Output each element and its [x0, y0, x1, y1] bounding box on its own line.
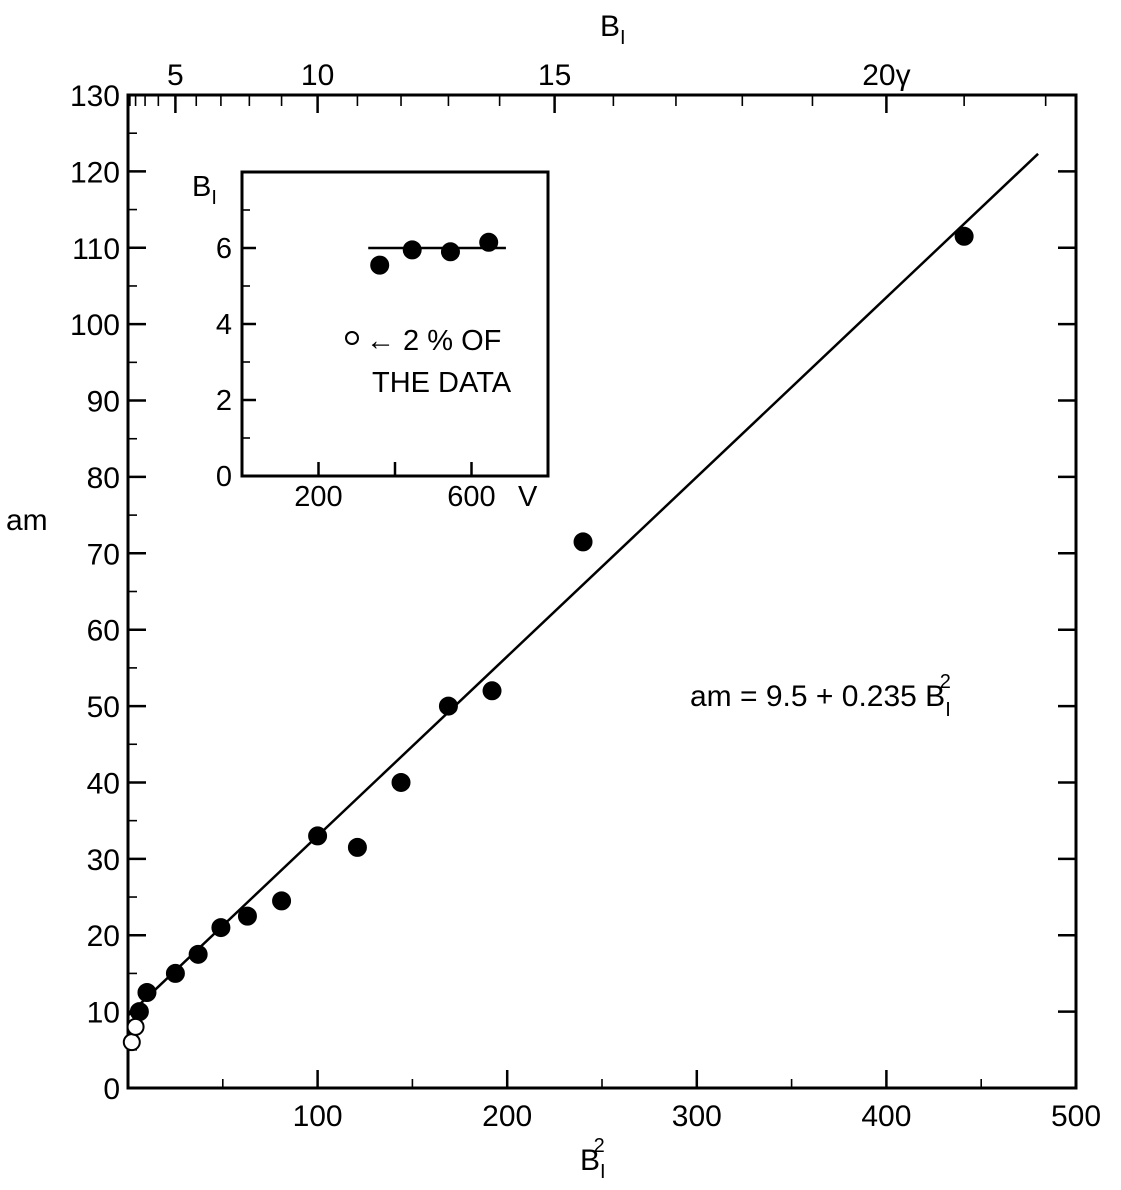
main-points-group [122, 226, 974, 1052]
inset-x-tick-label: 600 [447, 481, 495, 513]
x-tick-label: 500 [1051, 1100, 1101, 1133]
inset-y-axis-label: BI [192, 171, 217, 209]
fit-line [127, 152, 1039, 1017]
inset-note-line2: THE DATA [372, 367, 512, 399]
top-tick-label: 10 [301, 59, 334, 92]
fit-equation-text: am = 9.5 + 0.235 B [690, 680, 945, 713]
fit-equation-sub: I [945, 699, 951, 721]
y-tick-label: 120 [70, 156, 120, 189]
data-point [237, 906, 257, 926]
top-tick-label: 5 [167, 59, 184, 92]
top-axis-label-sub: I [620, 27, 626, 49]
inset-y-label-sub: I [211, 187, 217, 209]
top-tick-label: 15 [538, 59, 571, 92]
inset-y-tick-label: 4 [216, 309, 232, 341]
x-tick-label: 200 [482, 1100, 532, 1133]
data-point [347, 837, 367, 857]
x-axis-label-sup: 2 [594, 1135, 605, 1157]
inset-y-tick-label: 6 [216, 233, 232, 265]
inset-y-tick-label: 2 [216, 385, 232, 417]
y-tick-label: 40 [87, 767, 120, 800]
x-tick-label: 300 [672, 1100, 722, 1133]
y-tick-label: 110 [72, 233, 120, 266]
y-tick-label: 20 [87, 920, 120, 953]
inset-note-line1: ← 2 % OF [366, 325, 501, 357]
x-axis-label-base: B [580, 1144, 600, 1177]
inset-y-label-base: B [192, 171, 211, 203]
y-axis-label: am [6, 504, 48, 537]
data-point [954, 226, 974, 246]
data-point [129, 1002, 149, 1022]
top-axis-label-base: B [600, 10, 620, 43]
x-tick-label: 100 [293, 1100, 343, 1133]
y-tick-label: 60 [87, 615, 120, 648]
top-axis-label: BI [600, 10, 626, 49]
x-axis-label-sub: I [600, 1161, 606, 1183]
top-tick-label: 20γ [862, 59, 910, 92]
data-point [137, 983, 157, 1003]
inset-legend-open-marker [345, 331, 359, 345]
main-plot-frame [126, 93, 1078, 1090]
data-point [482, 681, 502, 701]
data-point-open [122, 1033, 141, 1052]
inset-x-tick-label: 200 [294, 481, 342, 513]
y-tick-label: 100 [70, 309, 120, 342]
data-point [391, 772, 411, 792]
y-tick-label: 90 [87, 386, 120, 419]
data-point [438, 696, 458, 716]
x-axis-label: BI 2 [580, 1135, 606, 1183]
data-point [308, 826, 328, 846]
fit-line-group [127, 152, 1039, 1017]
y-tick-label: 130 [70, 80, 120, 113]
inset-data-point [440, 242, 460, 262]
data-point [211, 918, 231, 938]
data-point [272, 891, 292, 911]
x-tick-label: 400 [861, 1100, 911, 1133]
inset-y-tick-label: 0 [216, 461, 232, 493]
data-point [573, 532, 593, 552]
y-tick-label: 10 [87, 997, 120, 1030]
inset-x-axis-label: V [518, 481, 538, 513]
y-tick-label: 30 [87, 844, 120, 877]
data-point [188, 944, 208, 964]
data-point-open [126, 1017, 145, 1036]
y-tick-label: 50 [87, 691, 120, 724]
inset-data-point [370, 255, 390, 275]
inset-data-point [402, 240, 422, 260]
data-point [165, 963, 185, 983]
y-tick-label: 80 [87, 462, 120, 495]
inset-frame [240, 170, 550, 478]
y-tick-label: 0 [103, 1073, 120, 1106]
y-tick-label: 70 [87, 538, 120, 571]
inset-points-group [370, 232, 499, 275]
fit-equation-sup: 2 [940, 671, 951, 693]
fit-equation: am = 9.5 + 0.235 BI 2 [690, 671, 951, 721]
inset-data-point [479, 232, 499, 252]
